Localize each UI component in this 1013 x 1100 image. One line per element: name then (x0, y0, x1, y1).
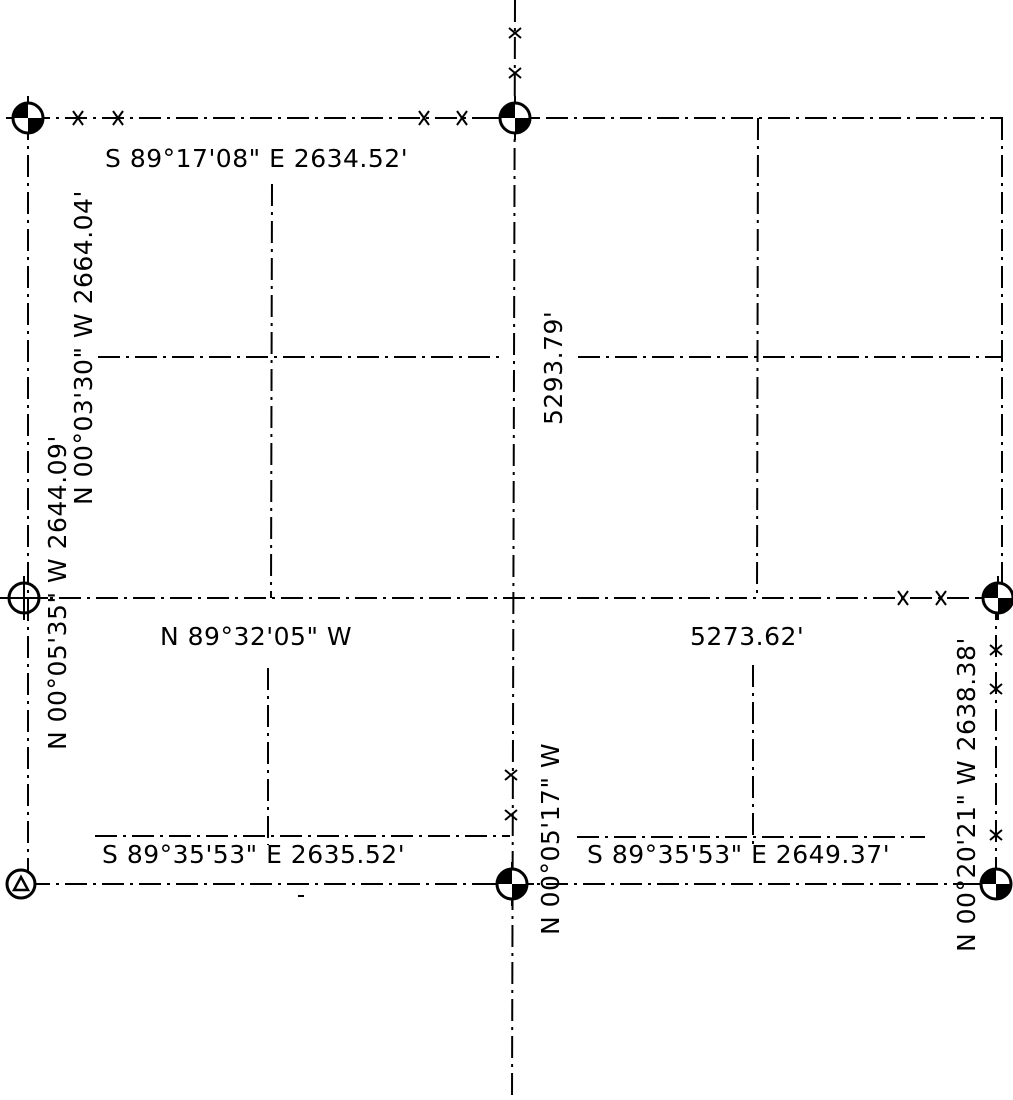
fence-x-icon (112, 110, 124, 126)
quartered-circle-monument-icon (493, 96, 537, 140)
center-vertical-line (511, 0, 516, 1100)
south-east-label: S 89°35'53" E 2649.37' (587, 840, 890, 869)
open-cross-circle-monument-icon (0, 576, 48, 620)
west-lower-label: N 00°05'35" W 2644.09' (43, 435, 72, 750)
nw-quarter-vertical (270, 183, 273, 599)
ne-quarter-vertical (756, 117, 759, 599)
south-west-label: S 89°35'53" E 2635.52' (102, 840, 405, 869)
fence-x-icon (935, 590, 947, 606)
monuments (0, 96, 1013, 906)
quartered-circle-monument-icon (6, 96, 50, 140)
north-boundary-label: S 89°17'08" E 2634.52' (105, 144, 408, 173)
quartered-circle-monument-icon (974, 862, 1013, 901)
quartered-circle-monument-icon (976, 576, 1013, 620)
quartered-circle-monument-icon (490, 862, 534, 906)
quarter-lines (95, 117, 1002, 897)
fence-x-icon (989, 829, 1003, 841)
fence-x-icon (989, 644, 1003, 656)
mid-horizontal-east-label: 5273.62' (690, 622, 804, 651)
fence-markers (72, 27, 1003, 881)
triangle-in-circle-monument-icon (5, 868, 37, 900)
west-upper-label: N 00°03'30" W 2664.04' (69, 190, 98, 505)
bearing-labels: S 89°17'08" E 2634.52' N 00°03'30" W 266… (43, 144, 981, 952)
fence-x-icon (897, 590, 909, 606)
east-lower-label: N 00°20'21" W 2638.38' (952, 637, 981, 952)
fence-x-icon (989, 683, 1003, 695)
center-vertical-upper-label: 5293.79' (539, 311, 568, 425)
fence-x-icon (504, 769, 518, 781)
fence-x-icon (72, 110, 84, 126)
fence-x-icon (456, 110, 468, 126)
fence-x-icon (508, 27, 522, 39)
mid-horizontal-west-label: N 89°32'05" W (160, 622, 352, 651)
fence-x-icon (418, 110, 430, 126)
center-vertical-lower-label: N 00°05'17" W (536, 743, 565, 935)
fence-x-icon (508, 67, 522, 79)
fence-x-icon (504, 809, 518, 821)
